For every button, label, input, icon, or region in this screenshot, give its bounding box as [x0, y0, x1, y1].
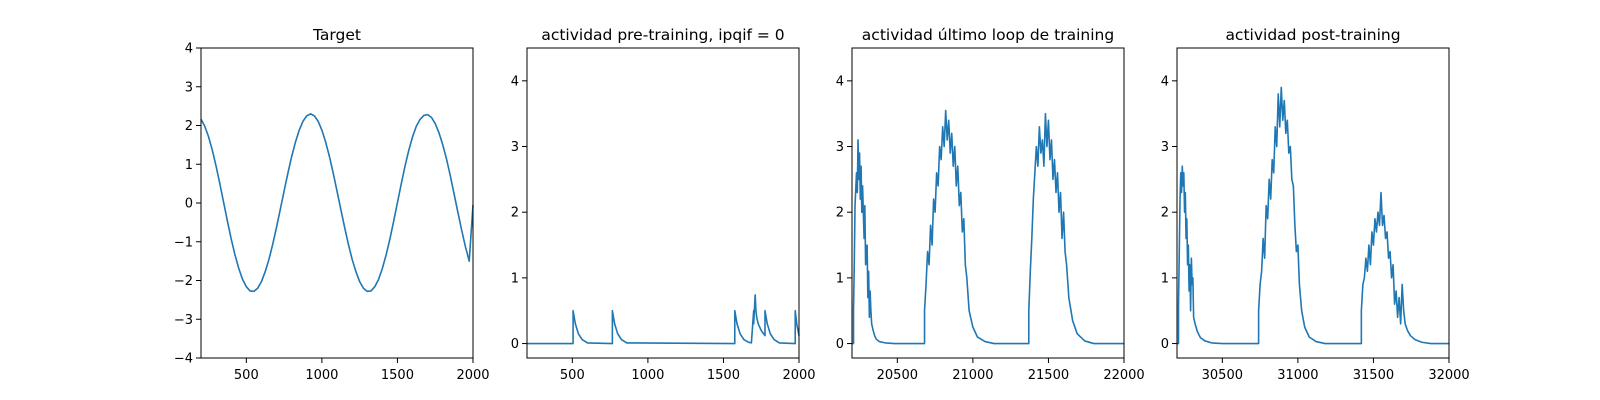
series-line [852, 109, 1124, 345]
x-tick-label: 21500 [1028, 368, 1069, 383]
y-tick-label: 0 [836, 337, 844, 352]
y-tick-label: 4 [185, 42, 193, 57]
chart-pre-training: 500 1000 1500 2000 0 1 2 3 4 actividad pre-traini… [511, 26, 816, 383]
y-tick-label: 0 [185, 197, 193, 212]
y-tick-label: 2 [836, 206, 844, 221]
y-tick-label: 0 [1161, 337, 1169, 352]
axes-frame [200, 47, 474, 359]
x-tick-label: 500 [234, 368, 259, 383]
y-tick-label: −3 [174, 313, 193, 328]
x-tick-label: 500 [560, 368, 585, 383]
y-tick-label: 4 [1161, 74, 1169, 89]
y-tick-label: −4 [174, 352, 193, 367]
x-tick-label: 31500 [1353, 368, 1394, 383]
axes-frame [851, 47, 1125, 359]
y-tick-label: 2 [511, 206, 519, 221]
y-tick-label: 3 [836, 140, 844, 155]
y-tick-label: 4 [836, 74, 844, 89]
x-tick-label: 1000 [305, 368, 338, 383]
y-tick-label: 1 [511, 271, 519, 286]
y-tick-label: 3 [185, 80, 193, 95]
y-tick-label: 1 [836, 271, 844, 286]
y-tick-label: −1 [174, 235, 193, 250]
x-tick-label: 1500 [381, 368, 414, 383]
series-line [1177, 86, 1449, 345]
chart-title: actividad último loop de training [862, 26, 1114, 44]
series-line [527, 294, 800, 345]
x-tick-label: 31000 [1277, 368, 1318, 383]
y-tick-label: 4 [511, 74, 519, 89]
y-tick-label: 0 [511, 337, 519, 352]
x-tick-label: 32000 [1428, 368, 1469, 383]
chart-title: actividad post-training [1225, 26, 1400, 44]
chart-title: Target [312, 26, 361, 44]
y-tick-label: 1 [1161, 271, 1169, 286]
chart-post-training: 30500 31000 31500 32000 0 1 2 3 4 actividad post-… [1161, 26, 1470, 383]
y-tick-label: 3 [1161, 140, 1169, 155]
x-tick-label: 22000 [1103, 368, 1144, 383]
axes-frame [1176, 47, 1450, 359]
chart-target: 500 1000 1500 2000 −4 −3 −2 −1 0 1 2 3 4 Target [174, 26, 490, 383]
y-tick-label: 2 [185, 119, 193, 134]
axes-frame [526, 47, 800, 359]
x-tick-label: 21000 [952, 368, 993, 383]
x-tick-label: 20500 [877, 368, 918, 383]
chart-title: actividad pre-training, ipqif = 0 [541, 26, 784, 44]
y-tick-label: 1 [185, 158, 193, 173]
x-tick-label: 1500 [707, 368, 740, 383]
x-tick-label: 2000 [456, 368, 489, 383]
y-tick-label: 3 [511, 140, 519, 155]
x-tick-label: 1000 [631, 368, 664, 383]
x-tick-label: 30500 [1202, 368, 1243, 383]
y-tick-label: 2 [1161, 206, 1169, 221]
x-tick-label: 2000 [782, 368, 815, 383]
series-line [200, 113, 474, 293]
y-tick-label: −2 [174, 274, 193, 289]
chart-last-training-loop: 20500 21000 21500 22000 0 1 2 3 4 actividad últim… [836, 26, 1145, 383]
